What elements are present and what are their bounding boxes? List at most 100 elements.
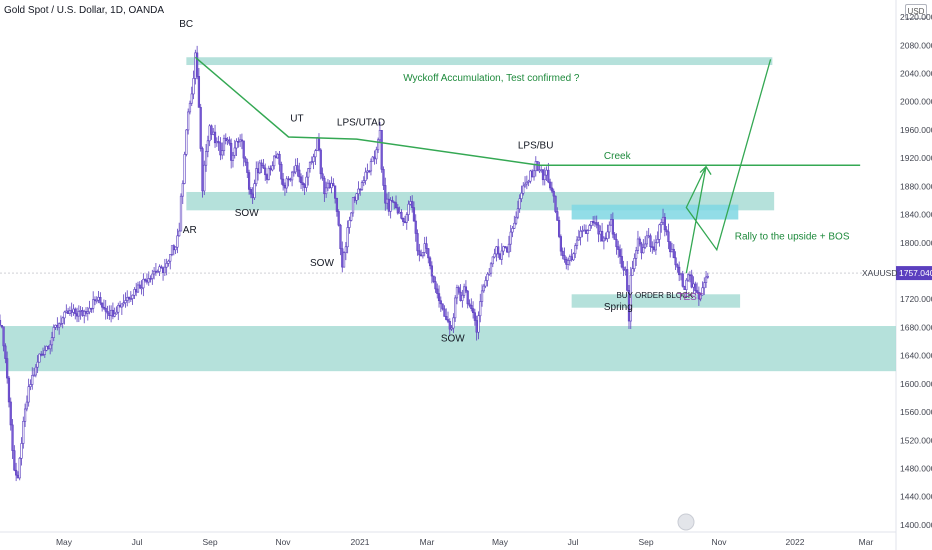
candle-body [626, 269, 629, 291]
candle-body [156, 271, 159, 273]
candle-body [654, 242, 657, 251]
candle-body [368, 170, 371, 173]
candle-body [581, 230, 584, 232]
candle-body [217, 141, 220, 144]
chart-annotation: LPS/BU [518, 140, 554, 151]
candle-body [489, 263, 493, 274]
candle-body [414, 220, 417, 234]
candle-body [541, 169, 545, 181]
candle-body [618, 249, 622, 257]
candle-body [18, 457, 21, 479]
candle-body [658, 224, 661, 240]
candle-body [273, 155, 276, 167]
candle-body [514, 216, 518, 224]
candle-body [586, 230, 589, 234]
candle-body [471, 308, 475, 314]
candle-body [298, 169, 301, 178]
candle-body [364, 171, 367, 181]
chart-annotation: UT [290, 113, 303, 124]
candle-body [70, 310, 73, 313]
candle-body [346, 227, 349, 248]
candle-body [344, 246, 347, 254]
watermark-logo-icon [677, 513, 695, 531]
candle-body [470, 304, 473, 309]
candle-body [81, 310, 84, 316]
candle-body [310, 161, 313, 163]
candle-body [355, 193, 358, 201]
candle-body [418, 250, 421, 256]
candle-body [450, 327, 453, 330]
candle-body [538, 169, 541, 172]
candle-body [158, 266, 161, 272]
candle-body [65, 310, 68, 313]
last-price-box [896, 266, 932, 281]
candle-body [609, 219, 613, 226]
candle-body [703, 282, 706, 289]
candle-body [563, 255, 566, 260]
chart-annotation: SOW [441, 334, 465, 345]
candle-body [0, 320, 2, 326]
candle-body [420, 254, 423, 257]
candle-body [120, 303, 123, 308]
chart-annotation: BC [179, 19, 193, 30]
x-tick-label: 2022 [786, 537, 805, 547]
y-tick-label: 1840.000 [900, 210, 932, 220]
candle-body [617, 246, 620, 250]
candle-body [439, 300, 442, 305]
candle-body [477, 315, 480, 333]
candle-body [183, 154, 186, 184]
candle-body [620, 256, 623, 268]
candle-body [351, 197, 355, 214]
candle-body [484, 280, 487, 287]
candle-body [106, 310, 109, 314]
candle-body [222, 137, 226, 152]
candle-body [647, 235, 650, 238]
candle-body [86, 311, 89, 314]
candle-body [255, 168, 258, 184]
candle-body [149, 278, 152, 280]
candle-body [679, 273, 683, 276]
y-tick-label: 2080.000 [900, 40, 932, 50]
candle-body [40, 353, 43, 356]
candle-body [448, 320, 451, 330]
candle-body [332, 183, 335, 187]
candle-body [230, 142, 233, 161]
candle-body [558, 220, 561, 237]
candle-body [117, 305, 120, 313]
candle-body [678, 266, 681, 276]
candle-body [350, 212, 353, 221]
candle-body [77, 311, 80, 317]
candle-body [479, 301, 482, 317]
candle-body [290, 171, 294, 181]
candle-body [527, 180, 530, 183]
candle-body [511, 228, 514, 233]
candle-body [466, 290, 469, 305]
candle-body [674, 257, 677, 266]
candle-body [491, 256, 494, 265]
candle-body [296, 165, 299, 171]
candle-body [256, 168, 260, 174]
candle-body [377, 139, 380, 151]
candle-body [294, 165, 297, 173]
currency-button[interactable]: USD [905, 4, 927, 19]
candle-body [475, 320, 478, 333]
candle-body [642, 247, 645, 254]
candle-body [285, 178, 288, 189]
x-tick-label: 2021 [351, 537, 370, 547]
candle-body [190, 93, 193, 104]
candle-body [608, 224, 611, 233]
y-tick-label: 2000.000 [900, 97, 932, 107]
candle-body [506, 247, 509, 253]
candle-body [579, 230, 582, 238]
candle-body [606, 231, 609, 239]
candle-body [556, 211, 559, 221]
candle-body [124, 300, 127, 303]
candle-body [554, 195, 557, 212]
candle-body [584, 229, 588, 234]
candle-body [118, 305, 122, 308]
candle-body [387, 198, 390, 212]
candle-body [135, 289, 138, 293]
candle-body [176, 235, 179, 248]
candle-body [16, 474, 20, 479]
candle-body [685, 279, 688, 290]
